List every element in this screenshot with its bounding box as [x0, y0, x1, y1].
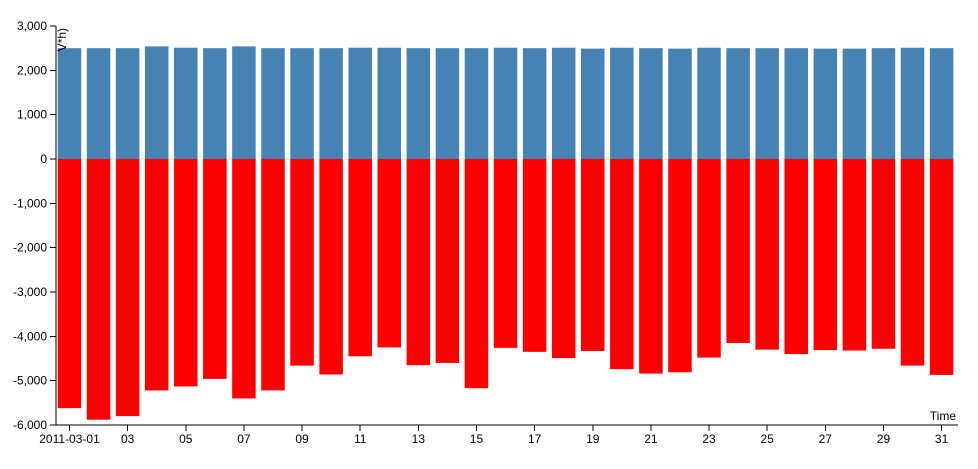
bars-group [57, 46, 954, 420]
y-tick-label: 0 [40, 152, 47, 166]
bar-negative-2011-03-02 [86, 159, 111, 420]
bar-negative-2011-03-25 [755, 159, 779, 350]
bar-negative-2011-03-03 [115, 159, 140, 417]
bar-positive-2011-03-05 [174, 47, 198, 159]
bar-positive-2011-03-31 [929, 48, 954, 159]
bar-positive-2011-03-08 [261, 48, 285, 159]
x-tick-label: 19 [586, 432, 600, 446]
bar-negative-2011-03-05 [174, 159, 198, 387]
bar-negative-2011-03-31 [929, 159, 954, 375]
bar-negative-2011-03-16 [493, 159, 518, 348]
x-tick-label: 27 [819, 432, 833, 446]
bar-positive-2011-03-21 [639, 48, 663, 159]
x-tick-label: 21 [644, 432, 658, 446]
y-tick-label: 3,000 [17, 19, 47, 33]
bar-positive-2011-03-01 [57, 48, 82, 159]
bar-negative-2011-03-23 [697, 159, 721, 358]
bar-positive-2011-03-03 [115, 48, 140, 159]
bar-positive-2011-03-26 [784, 48, 808, 159]
x-axis-title: Time [930, 409, 957, 423]
bar-positive-2011-03-06 [203, 48, 227, 159]
bar-negative-2011-03-30 [900, 159, 925, 366]
x-tick-label: 29 [877, 432, 891, 446]
bar-negative-2011-03-10 [319, 159, 343, 375]
x-tick-label: 09 [295, 432, 309, 446]
y-tick-label: -5,000 [13, 374, 47, 388]
bar-positive-2011-03-09 [290, 48, 314, 159]
bar-negative-2011-03-17 [522, 159, 547, 352]
bar-positive-2011-03-11 [348, 47, 372, 159]
bar-positive-2011-03-22 [668, 48, 692, 159]
x-tick-label: 05 [179, 432, 193, 446]
bar-positive-2011-03-07 [232, 46, 256, 159]
x-tick-label: 11 [354, 432, 367, 446]
bar-positive-2011-03-30 [900, 47, 925, 159]
bar-positive-2011-03-27 [813, 48, 838, 159]
bar-negative-2011-03-12 [377, 159, 402, 348]
x-tick-label: 25 [761, 432, 775, 446]
bar-positive-2011-03-17 [522, 48, 547, 159]
bar-negative-2011-03-11 [348, 159, 372, 357]
bar-positive-2011-03-14 [435, 48, 460, 159]
x-tick-label: 07 [237, 432, 251, 446]
bar-positive-2011-03-29 [871, 48, 896, 159]
bar-positive-2011-03-04 [144, 46, 169, 159]
bar-positive-2011-03-18 [551, 47, 576, 159]
x-axis: 2011-03-01 03 05 07 09 11 13 15 17 19 21 23 25 27 29 31 [39, 424, 958, 446]
bar-negative-2011-03-21 [639, 159, 663, 374]
y-tick-label: -1,000 [13, 196, 47, 210]
bar-positive-2011-03-16 [493, 47, 518, 159]
bar-positive-2011-03-02 [86, 48, 111, 159]
bar-negative-2011-03-06 [203, 159, 227, 379]
bar-negative-2011-03-19 [581, 159, 605, 351]
bar-negative-2011-03-24 [726, 159, 750, 343]
y-tick-label: -4,000 [13, 329, 47, 343]
bar-negative-2011-03-28 [842, 159, 867, 351]
y-axis: 3,000 2,000 1,000 0 -1,000 -2,000 -3,000 -4,000… [13, 19, 57, 432]
bar-negative-2011-03-13 [406, 159, 431, 366]
y-axis-title: V*h) [55, 28, 69, 51]
bar-negative-2011-03-18 [551, 159, 576, 359]
x-tick-label: 23 [702, 432, 716, 446]
y-tick-label: -3,000 [13, 285, 47, 299]
bar-negative-2011-03-15 [464, 159, 489, 389]
bar-negative-2011-03-22 [668, 159, 692, 373]
bar-positive-2011-03-28 [842, 48, 867, 159]
y-tick-label: -2,000 [13, 241, 47, 255]
bar-positive-2011-03-15 [464, 48, 489, 159]
bar-negative-2011-03-04 [144, 159, 169, 391]
bar-positive-2011-03-24 [726, 48, 750, 159]
x-tick-label: 03 [121, 432, 135, 446]
bar-positive-2011-03-25 [755, 48, 779, 159]
bar-negative-2011-03-29 [871, 159, 896, 349]
bar-positive-2011-03-20 [610, 47, 634, 159]
bar-positive-2011-03-12 [377, 47, 402, 159]
bar-positive-2011-03-10 [319, 48, 343, 159]
bar-negative-2011-03-14 [435, 159, 460, 363]
bar-negative-2011-03-08 [261, 159, 285, 391]
bar-negative-2011-03-26 [784, 159, 808, 355]
y-tick-label: -6,000 [13, 418, 47, 432]
x-tick-label: 13 [412, 432, 426, 446]
bar-positive-2011-03-13 [406, 48, 431, 159]
bar-negative-2011-03-07 [232, 159, 256, 399]
x-tick-label: 2011-03-01 [39, 432, 100, 446]
bar-negative-2011-03-09 [290, 159, 314, 366]
bar-positive-2011-03-19 [581, 48, 605, 159]
bar-negative-2011-03-01 [57, 159, 82, 409]
y-tick-label: 2,000 [17, 63, 47, 77]
x-tick-label: 31 [935, 432, 949, 446]
y-tick-label: 1,000 [17, 108, 47, 122]
bar-negative-2011-03-20 [610, 159, 634, 370]
x-tick-label: 15 [470, 432, 484, 446]
bar-positive-2011-03-23 [697, 47, 721, 159]
x-tick-label: 17 [528, 432, 542, 446]
bar-negative-2011-03-27 [813, 159, 838, 351]
